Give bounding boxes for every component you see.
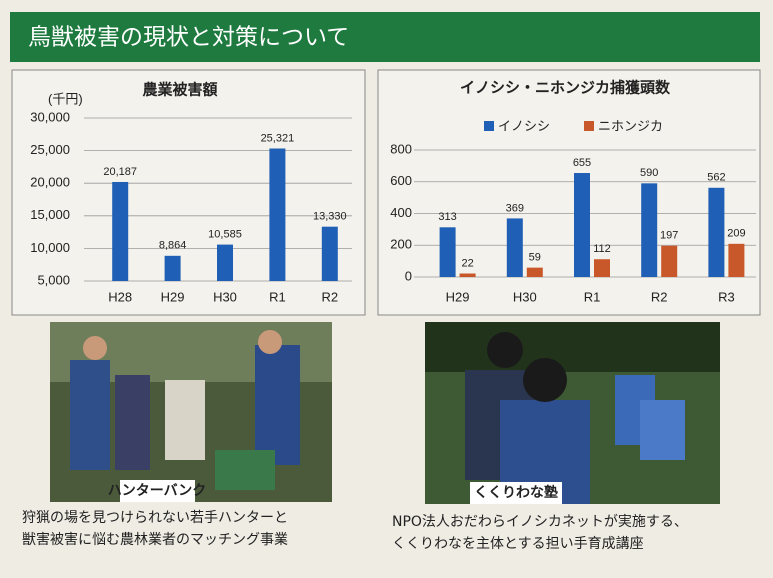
x-tick-label: R3 [718,289,735,304]
x-tick-label: H29 [446,289,470,304]
value-label: 562 [707,172,725,184]
photo [50,322,332,502]
bar [112,182,128,281]
bar [641,183,657,277]
x-tick-label: H30 [513,289,537,304]
chart-title: 農業被害額 [142,81,217,99]
bar [165,256,181,281]
header-title: 鳥獣被害の現状と対策について [28,25,349,51]
photo-caption: 狩猟の場を見つけられない若手ハンターと [22,510,288,526]
x-tick-label: H28 [108,289,132,304]
value-label: 369 [506,202,524,214]
value-label: 112 [593,243,611,255]
y-tick-label: 0 [405,268,412,283]
y-tick-label: 600 [390,173,412,188]
x-tick-label: H30 [213,289,237,304]
bar [440,227,456,277]
value-label: 590 [640,167,658,179]
x-tick-label: H29 [161,289,185,304]
x-tick-label: R2 [321,289,338,304]
y-tick-label: 200 [390,237,412,252]
unit-label: (千円) [48,91,83,106]
bar [217,245,233,281]
y-tick-label: 10,000 [30,240,70,255]
value-label: 209 [727,228,745,240]
value-label: 655 [573,157,591,169]
y-tick-label: 15,000 [30,207,70,222]
y-tick-label: 5,000 [37,272,70,287]
x-tick-label: R1 [584,289,601,304]
value-label: 8,864 [159,240,187,252]
photo-caption: くくりわなを主体とする担い手育成講座 [392,536,644,552]
y-tick-label: 30,000 [30,109,70,124]
chart-panel [378,70,760,315]
bar [708,188,724,277]
value-label: 22 [461,257,473,269]
y-tick-label: 400 [390,205,412,220]
photo-title: ハンターバンク [108,483,207,499]
page: 鳥獣被害の現状と対策について ハンターバンク くくりわな塾 狩猟の場を見つけられ… [0,0,773,578]
photo-caption: 獣害被害に悩む農林業者のマッチング事業 [22,532,288,548]
bar [269,149,285,281]
bar [594,259,610,277]
photo-title: くくりわな塾 [474,484,558,501]
y-tick-label: 800 [390,141,412,156]
legend-label: イノシシ [498,118,550,133]
value-label: 59 [529,252,541,264]
photo-caption: NPO法人おだわらイノシカネットが実施する、 [392,514,688,530]
bar [661,246,677,277]
x-tick-label: R2 [651,289,668,304]
value-label: 13,330 [313,211,347,223]
bar [322,227,338,281]
bar [527,268,543,277]
value-label: 20,187 [103,166,137,178]
legend-swatch [584,121,594,131]
photo [425,322,720,504]
value-label: 197 [660,230,678,242]
y-tick-label: 20,000 [30,175,70,190]
bar [460,274,476,277]
y-tick-label: 25,000 [30,142,70,157]
value-label: 313 [438,211,456,223]
bar [728,244,744,277]
x-tick-label: R1 [269,289,286,304]
value-label: 10,585 [208,228,242,240]
chart-title: イノシシ・ニホンジカ捕獲頭数 [460,79,671,97]
legend-label: ニホンジカ [598,118,663,133]
value-label: 25,321 [261,132,295,144]
bar [507,218,523,277]
bar [574,173,590,277]
legend-swatch [484,121,494,131]
